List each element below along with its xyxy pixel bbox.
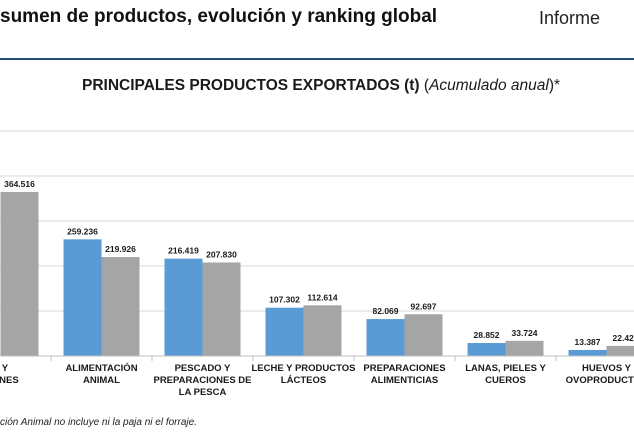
bar <box>164 258 203 356</box>
bar <box>467 343 506 356</box>
chart-title-sub: (Acumulado anual)* <box>419 77 561 94</box>
x-tick-label: ALIMENTICIAS <box>371 375 439 386</box>
report-title: sumen de productos, evolución y ranking … <box>0 6 438 27</box>
x-tick-label: PREPARACIONES <box>363 363 445 374</box>
data-label: 259.236 <box>67 226 98 236</box>
data-label: 33.724 <box>512 328 538 338</box>
x-tick-label: LECHE Y PRODUCTOS <box>252 363 356 374</box>
data-label: 92.697 <box>411 301 437 311</box>
x-tick-label: LA PESCA <box>179 387 227 398</box>
bar <box>63 239 102 356</box>
data-label: 107.302 <box>269 295 300 305</box>
bar <box>505 340 544 356</box>
x-tick-label: CIONES <box>0 375 19 386</box>
report-section-label: Informe <box>538 8 600 28</box>
bar <box>265 307 304 356</box>
chart-labels: 364.516 S YCIONES 259.236 219.926 ALIMENTACI… <box>0 179 634 398</box>
bar <box>101 257 140 356</box>
data-label: 82.069 <box>373 306 399 316</box>
data-label: 22.429 <box>613 333 634 343</box>
bar <box>0 191 39 356</box>
x-tick-label: PESCADO Y <box>175 363 231 374</box>
x-tick-label: S Y <box>0 363 9 374</box>
bar <box>568 349 607 356</box>
x-tick-label: OVOPRODUCTOS <box>566 375 634 386</box>
header-divider <box>0 58 634 60</box>
data-label: 207.830 <box>206 249 237 259</box>
bar <box>606 345 634 356</box>
bar <box>404 314 443 356</box>
data-label: 219.926 <box>105 244 136 254</box>
data-label: 13.387 <box>575 337 601 347</box>
x-tick-label: HUEVOS Y <box>582 363 632 374</box>
chart-title: PRINCIPALES PRODUCTOS EXPORTADOS (t) (Ac… <box>82 77 560 95</box>
x-tick-label: ANIMAL <box>83 375 120 386</box>
data-label: 112.614 <box>307 292 338 302</box>
x-tick-label: ALIMENTACIÓN <box>65 362 137 374</box>
x-tick-label: LÁCTEOS <box>281 375 326 386</box>
x-tick-label: PREPARACIONES DE <box>153 375 251 386</box>
bar <box>366 319 405 356</box>
bar <box>202 262 241 356</box>
data-label: 364.516 <box>4 179 35 189</box>
bar <box>303 305 342 356</box>
chart-bars <box>0 191 634 356</box>
chart-title-main: PRINCIPALES PRODUCTOS EXPORTADOS (t) <box>82 77 420 94</box>
chart-axis <box>0 355 634 361</box>
data-label: 28.852 <box>474 330 500 340</box>
chart-title-italic: Acumulado anual <box>429 77 549 94</box>
x-tick-label: CUEROS <box>485 375 526 386</box>
data-label: 216.419 <box>168 246 199 256</box>
chart-footnote: ción Animal no incluye ni la paja ni el … <box>0 417 197 428</box>
x-tick-label: LANAS, PIELES Y <box>465 363 546 374</box>
